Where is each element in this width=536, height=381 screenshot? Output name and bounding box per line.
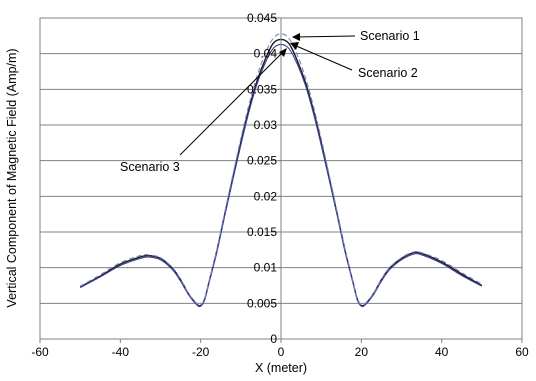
x-tick-label: -60 — [31, 345, 49, 359]
annotation-scenario-1: Scenario 1 — [292, 29, 420, 43]
y-tick-label: 0.005 — [247, 296, 277, 310]
x-tick-label: 60 — [515, 345, 529, 359]
y-tick-label: 0.025 — [247, 154, 277, 168]
annotation-label-2: Scenario 2 — [358, 66, 418, 80]
x-axis-title: X (meter) — [255, 361, 307, 375]
annotation-scenario-2: Scenario 2 — [290, 42, 418, 80]
x-tick-label: 40 — [435, 345, 449, 359]
y-tick-label: 0.03 — [254, 118, 278, 132]
annotation-scenario-3: Scenario 3 — [120, 48, 287, 174]
x-tick-label: -40 — [112, 345, 130, 359]
annotation-label-3: Scenario 3 — [120, 160, 180, 174]
y-tick-label: 0 — [270, 332, 277, 346]
y-tick-label: 0.02 — [254, 189, 278, 203]
annotation-arrow-1 — [294, 35, 356, 38]
y-tick-labels: 0 0.005 0.01 0.015 0.02 0.025 0.03 0.035 0.04 0.0… — [247, 11, 277, 346]
y-tick-label: 0.035 — [247, 82, 277, 96]
y-tick-label: 0.04 — [254, 47, 278, 61]
y-tick-label: 0.015 — [247, 225, 277, 239]
arrowhead-2-icon — [290, 42, 299, 50]
x-tick-label: 20 — [355, 345, 369, 359]
y-axis-title: Vertical Component of Magnetic Field (Am… — [5, 48, 19, 307]
y-tick-label: 0.01 — [254, 261, 278, 275]
annotation-arrow-3 — [179, 50, 285, 156]
axis-ticks — [39, 17, 523, 343]
arrowhead-1-icon — [292, 33, 300, 41]
x-tick-labels: -60 -40 -20 0 20 40 60 — [31, 345, 529, 359]
annotation-arrow-2 — [293, 44, 353, 71]
arrowhead-3-icon — [279, 48, 287, 57]
x-tick-label: 0 — [278, 345, 285, 359]
y-tick-label: 0.045 — [247, 11, 277, 25]
annotation-label-1: Scenario 1 — [360, 29, 420, 43]
x-tick-label: -20 — [192, 345, 210, 359]
